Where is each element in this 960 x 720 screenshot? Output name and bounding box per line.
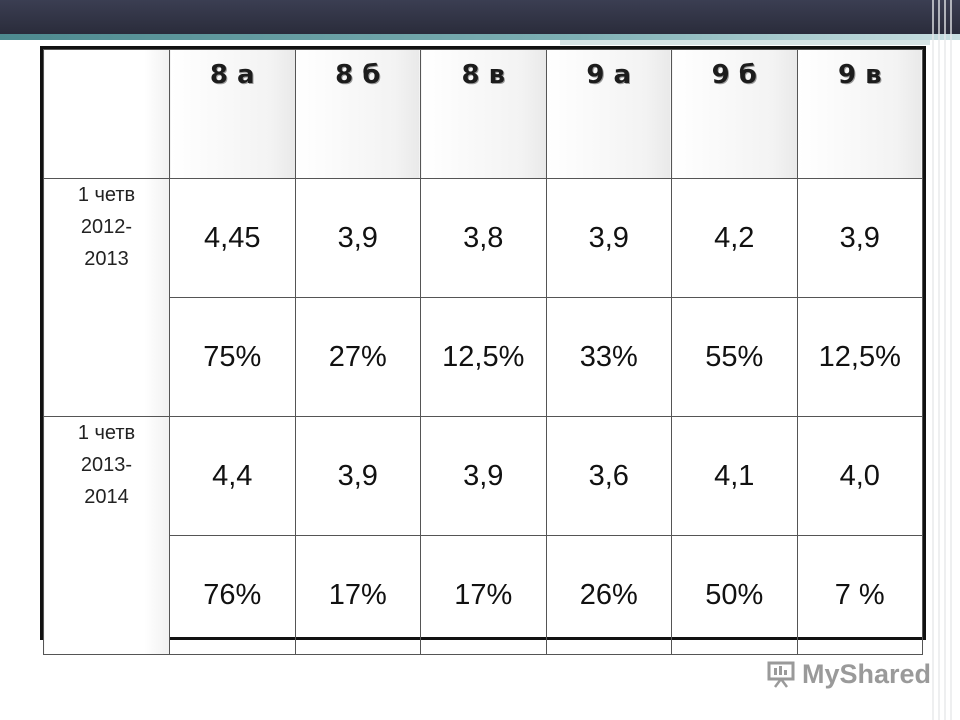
column-header: 9 б — [671, 49, 798, 179]
table-row-percent-2012: 75% 27% 12,5% 33% 55% 12,5% — [44, 297, 923, 417]
average-cell: 3,9 — [420, 416, 547, 536]
average-cell: 4,0 — [796, 416, 923, 536]
percent-cell: 17% — [420, 535, 547, 655]
period-label-line: 1 четв — [77, 184, 136, 206]
period-label-line: 2013- — [80, 454, 133, 476]
percent-cell: 33% — [545, 297, 672, 417]
average-cell: 4,4 — [169, 416, 296, 536]
average-cell: 3,9 — [796, 178, 923, 298]
header-row: 8 а 8 б 8 в 9 а 9 б 9 в — [43, 49, 923, 179]
top-accent-stripe-light — [560, 40, 930, 45]
right-edge-decoration — [932, 0, 954, 720]
percent-cell: 12,5% — [796, 297, 923, 417]
column-header: 8 в — [420, 49, 547, 179]
average-cell: 4,1 — [671, 416, 798, 536]
average-cell: 3,8 — [420, 178, 547, 298]
percent-cell: 26% — [545, 535, 672, 655]
period-label-line: 1 четв — [77, 422, 136, 444]
period-label-2012: 1 четв 2012- 2013 — [43, 178, 170, 417]
average-cell: 3,9 — [294, 178, 421, 298]
table-row-average-2013: 1 четв 2013- 2014 4,4 3,9 3,9 3,6 4,1 4,… — [43, 416, 923, 655]
column-header: 8 а — [169, 49, 296, 179]
grades-table-frame: 8 а 8 б 8 в 9 а 9 б 9 в 1 четв 2012- 201… — [40, 46, 926, 655]
average-cell: 4,2 — [671, 178, 798, 298]
corner-cell — [43, 49, 170, 179]
grades-table: 8 а 8 б 8 в 9 а 9 б 9 в 1 четв 2012- 201… — [43, 49, 923, 655]
period-label-line: 2013 — [84, 248, 129, 270]
watermark-text: MyShared — [802, 658, 932, 689]
percent-cell: 50% — [671, 535, 798, 655]
presentation-board-icon — [767, 661, 795, 688]
table-row-percent-2013: 76% 17% 17% 26% 50% 7 % — [44, 535, 923, 655]
percent-cell: 75% — [169, 297, 296, 417]
top-accent-stripe — [0, 34, 960, 40]
percent-cell: 12,5% — [420, 297, 547, 417]
average-cell: 3,9 — [545, 178, 672, 298]
average-cell: 3,6 — [545, 416, 672, 536]
column-header: 9 в — [796, 49, 923, 179]
percent-cell: 17% — [294, 535, 421, 655]
period-label-line: 2012- — [80, 216, 133, 238]
period-label-line: 2014 — [84, 486, 129, 508]
percent-cell: 55% — [671, 297, 798, 417]
period-label-2013: 1 четв 2013- 2014 — [43, 416, 170, 655]
table-row-average-2012: 1 четв 2012- 2013 4,45 3,9 3,8 3,9 4,2 3… — [43, 178, 923, 417]
column-header: 9 а — [545, 49, 672, 179]
myshared-watermark: MyShared — [766, 654, 931, 694]
column-header: 8 б — [294, 49, 421, 179]
average-cell: 4,45 — [169, 178, 296, 298]
percent-cell: 76% — [169, 535, 296, 655]
average-cell: 3,9 — [294, 416, 421, 536]
percent-cell: 7 % — [796, 535, 923, 655]
percent-cell: 27% — [294, 297, 421, 417]
top-banner — [0, 0, 960, 34]
